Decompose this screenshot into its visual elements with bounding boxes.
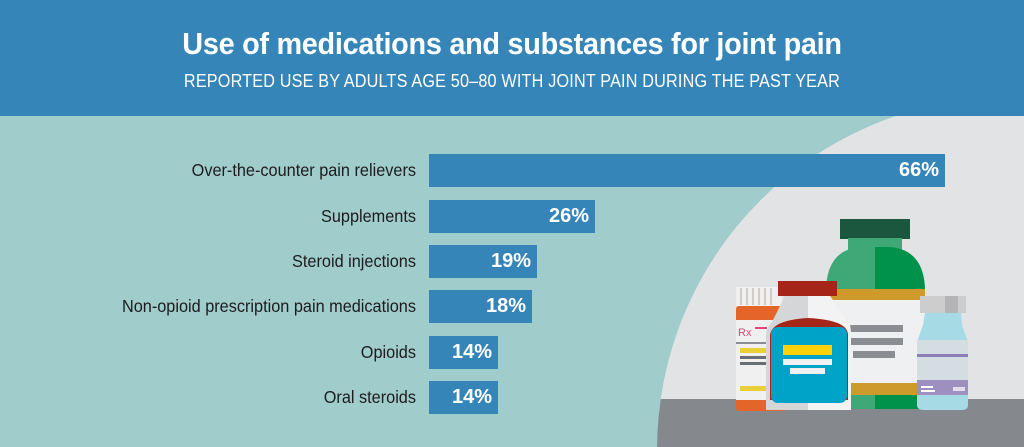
bar-label: Opioids: [360, 342, 416, 362]
bar: 14%: [429, 381, 498, 414]
bar-value: 66%: [898, 159, 939, 181]
bar-row: Over-the-counter pain relievers 66%: [0, 154, 1024, 187]
supplement-jar-icon: [826, 219, 925, 409]
svg-text:Rx: Rx: [738, 327, 752, 339]
bar-label: Non-opioid prescription pain medications: [121, 296, 417, 316]
medicine-bottle-icon: [766, 281, 851, 410]
bar-label: Oral steroids: [323, 387, 416, 407]
bar-value: 14%: [451, 386, 492, 408]
bar-value: 19%: [490, 250, 531, 272]
bar-label: Steroid injections: [292, 251, 416, 271]
bar-label: Over-the-counter pain relievers: [191, 160, 416, 180]
vial-icon: [917, 296, 968, 410]
bar: 66%: [429, 154, 945, 187]
chart-subtitle: REPORTED USE BY ADULTS AGE 50–80 WITH JO…: [183, 71, 841, 91]
bar-row: Opioids 14%: [0, 336, 1024, 369]
bar-row: Supplements 26%: [0, 200, 1024, 233]
bar: 18%: [429, 290, 532, 323]
bar-value: 14%: [451, 341, 492, 363]
bar-row: Non-opioid prescription pain medications…: [0, 290, 1024, 323]
bar: 14%: [429, 336, 498, 369]
bar: 19%: [429, 245, 537, 278]
bar-row: Steroid injections 19%: [0, 245, 1024, 278]
bar-value: 26%: [548, 205, 589, 227]
chart-title: Use of medications and substances for jo…: [182, 26, 842, 61]
header-banner: Use of medications and substances for jo…: [0, 0, 1024, 116]
bar-label: Supplements: [320, 206, 416, 226]
bar: 26%: [429, 200, 595, 233]
bar-value: 18%: [485, 295, 526, 317]
bar-row: Oral steroids 14%: [0, 381, 1024, 414]
